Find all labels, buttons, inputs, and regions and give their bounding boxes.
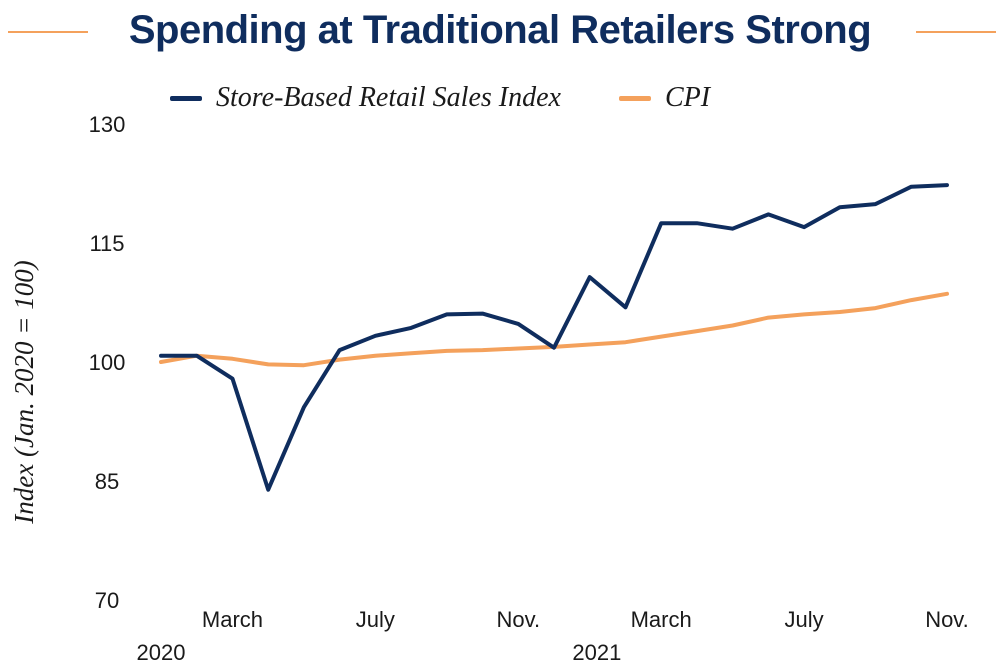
x-tick-label: Nov.	[496, 607, 540, 632]
x-tick-label: March	[202, 607, 263, 632]
y-tick-label: 115	[89, 231, 124, 256]
legend-label-retail: Store-Based Retail Sales Index	[216, 82, 561, 113]
x-tick-label: Nov.	[925, 607, 969, 632]
legend-label-cpi: CPI	[664, 82, 711, 113]
x-year-label: 2021	[572, 640, 621, 665]
x-tick-label: July	[356, 607, 395, 632]
y-axis-title: Index (Jan. 2020 = 100)	[9, 260, 39, 524]
legend-item-retail: Store-Based Retail Sales Index	[170, 82, 561, 114]
x-year-label: 2020	[137, 640, 186, 665]
y-tick-label: 85	[95, 469, 119, 494]
legend-swatch-cpi	[618, 95, 651, 101]
y-tick-label: 130	[89, 112, 126, 137]
y-tick-label: 70	[95, 588, 119, 613]
chart-title: Spending at Traditional Retailers Strong	[128, 8, 872, 52]
legend-swatch-retail	[170, 95, 202, 101]
x-tick-label: March	[631, 607, 692, 632]
x-tick-label: July	[785, 607, 824, 632]
legend: Store-Based Retail Sales Index CPI	[170, 80, 768, 116]
title-rule-right	[916, 31, 996, 33]
series-line-retail	[159, 183, 949, 492]
y-tick-label: 100	[89, 350, 126, 375]
series-line-cpi	[159, 291, 949, 368]
legend-item-cpi: CPI	[618, 82, 711, 114]
title-row: Spending at Traditional Retailers Strong	[0, 0, 1000, 62]
title-rule-left	[8, 31, 88, 33]
